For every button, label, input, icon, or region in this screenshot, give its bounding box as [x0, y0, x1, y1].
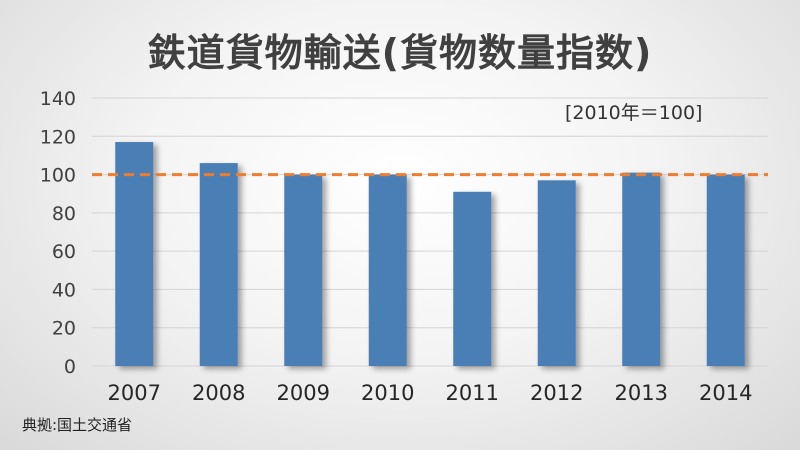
x-category-label: 2009	[277, 381, 330, 405]
x-axis-categories: 2007 2008 2009 2010 2011 2012 2013 2014	[108, 381, 753, 405]
chart-title: 鉄道貨物輸送(貨物数量指数)	[147, 31, 653, 75]
bars	[115, 142, 745, 366]
y-tick-label: 140	[40, 88, 76, 110]
x-category-label: 2007	[108, 381, 161, 405]
y-tick-label: 60	[52, 241, 76, 263]
y-tick-label: 0	[64, 356, 76, 378]
x-category-label: 2014	[699, 381, 752, 405]
bar-2010	[368, 174, 407, 366]
bar-2007	[115, 142, 154, 366]
x-category-label: 2010	[361, 381, 414, 405]
source-note: 典拠:国土交通省	[22, 416, 133, 434]
y-tick-label: 40	[52, 279, 76, 301]
gridlines	[92, 97, 768, 367]
x-category-label: 2011	[446, 381, 499, 405]
y-tick-label: 120	[40, 126, 76, 148]
bar-2009	[284, 174, 323, 366]
x-category-label: 2013	[615, 381, 668, 405]
bar-2011	[453, 191, 492, 366]
bar-2008	[199, 163, 238, 366]
y-tick-label: 100	[40, 165, 76, 187]
x-category-label: 2008	[192, 381, 245, 405]
y-axis-ticks: 0 20 40 60 80 100 120 140	[40, 88, 76, 378]
bar-2014	[706, 174, 745, 366]
y-tick-label: 80	[52, 203, 76, 225]
bar-2013	[622, 172, 661, 366]
y-tick-label: 20	[52, 318, 76, 340]
x-category-label: 2012	[530, 381, 583, 405]
bar-2012	[537, 180, 576, 366]
unit-annotation: [2010年＝100]	[565, 102, 703, 124]
